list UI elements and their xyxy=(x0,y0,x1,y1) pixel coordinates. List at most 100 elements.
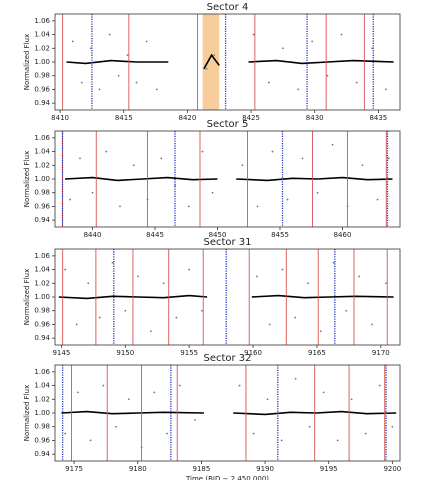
flux-point xyxy=(364,432,367,435)
x-tick-label: 8425 xyxy=(242,114,260,122)
flux-point xyxy=(194,418,196,421)
y-tick-label: 0.98 xyxy=(34,307,50,315)
x-tick-label: 9175 xyxy=(65,465,83,473)
y-tick-label: 0.96 xyxy=(34,436,50,444)
x-tick-label: 9165 xyxy=(308,349,326,357)
flux-point xyxy=(79,157,81,160)
flux-point xyxy=(69,198,71,201)
x-tick-label: 9155 xyxy=(180,349,198,357)
flux-point xyxy=(271,150,274,153)
y-tick-label: 1.02 xyxy=(34,395,50,403)
flux-point xyxy=(135,81,138,84)
flux-point xyxy=(378,384,381,387)
y-tick-label: 1.04 xyxy=(34,31,50,39)
y-tick-label: 1.04 xyxy=(34,382,50,390)
y-axis-label: Normalized Flux xyxy=(23,34,31,90)
panel-title: Sector 32 xyxy=(203,353,251,364)
flux-point xyxy=(145,40,148,43)
y-tick-label: 1.02 xyxy=(34,161,50,169)
flux-point xyxy=(155,88,158,91)
y-tick-label: 1.06 xyxy=(34,252,50,260)
axes-frame xyxy=(54,13,401,111)
flux-point xyxy=(297,88,300,91)
y-tick-label: 1.00 xyxy=(34,409,50,417)
x-tick-label: 8455 xyxy=(271,231,289,239)
panel: Sector 31 Normalized Flux 9145 9150 9155 9160… xyxy=(23,237,401,357)
flux-point xyxy=(307,282,309,285)
x-tick-label: 8450 xyxy=(209,231,227,239)
flux-point xyxy=(376,198,379,201)
x-tick-label: 9185 xyxy=(192,465,210,473)
flux-point xyxy=(286,198,289,201)
flux-point xyxy=(153,391,156,394)
y-axis-label: Normalized Flux xyxy=(23,151,31,207)
flux-point xyxy=(137,275,139,278)
y-axis-label: Normalized Flux xyxy=(23,269,31,325)
flux-point xyxy=(201,309,203,312)
y-tick-label: 0.96 xyxy=(34,320,50,328)
flux-point xyxy=(108,33,111,36)
y-tick-label: 0.94 xyxy=(34,450,50,458)
flux-point xyxy=(89,47,92,50)
x-tick-label: 9160 xyxy=(244,349,262,357)
flux-point xyxy=(178,384,181,387)
y-tick-label: 0.96 xyxy=(34,202,50,210)
flux-point xyxy=(316,191,319,194)
x-tick-label: 9195 xyxy=(320,465,338,473)
plot-area xyxy=(58,249,394,345)
x-tick-label: 9170 xyxy=(372,349,390,357)
binned-flux xyxy=(64,176,393,182)
y-tick-label: 1.04 xyxy=(34,148,50,156)
flux-point xyxy=(294,316,297,319)
plot-area xyxy=(62,14,394,110)
panel-title: Sector 5 xyxy=(207,119,249,130)
flux-point xyxy=(332,261,335,264)
flux-point xyxy=(98,316,101,319)
flux-point xyxy=(205,67,208,70)
flux-point xyxy=(345,309,348,312)
flux-point xyxy=(127,398,130,401)
x-tick-label: 9190 xyxy=(256,465,274,473)
x-tick-label: 8415 xyxy=(115,114,133,122)
flux-point xyxy=(252,432,255,435)
flux-point xyxy=(385,88,387,91)
flux-point xyxy=(268,323,271,326)
flux-point xyxy=(336,439,339,442)
x-tick-label: 9150 xyxy=(116,349,134,357)
flux-point xyxy=(350,398,353,401)
flux-point xyxy=(119,205,121,208)
flux-point xyxy=(126,54,129,57)
flux-point xyxy=(188,268,191,271)
flux-point xyxy=(294,377,297,380)
flux-point xyxy=(252,33,255,36)
flux-point xyxy=(71,40,74,43)
y-tick-label: 1.06 xyxy=(34,17,50,25)
flux-point xyxy=(387,157,390,160)
y-axis-label: Normalized Flux xyxy=(23,385,31,441)
panel: Sector 32 Normalized Flux Time (BJD − 2 45… xyxy=(23,353,401,480)
panel-title: Sector 31 xyxy=(203,237,251,248)
y-tick-label: 1.06 xyxy=(34,368,50,376)
flux-point xyxy=(370,323,373,326)
y-tick-label: 1.02 xyxy=(34,279,50,287)
flux-point xyxy=(77,391,79,394)
flux-point xyxy=(358,275,361,278)
flux-point xyxy=(280,439,283,442)
panel: Sector 5 Normalized Flux 8440 8445 8450 8455 8… xyxy=(23,119,401,239)
flux-point xyxy=(281,47,284,50)
shaded-region xyxy=(202,14,220,110)
y-tick-label: 1.00 xyxy=(34,58,50,66)
flux-point xyxy=(267,81,270,84)
y-tick-label: 1.00 xyxy=(34,293,50,301)
flux-point xyxy=(117,74,120,77)
flux-point xyxy=(385,282,387,285)
flux-point xyxy=(371,47,373,50)
x-tick-label: 8410 xyxy=(51,114,69,122)
flux-point xyxy=(166,432,168,435)
flux-point xyxy=(87,282,90,285)
binned-flux xyxy=(61,410,397,416)
x-tick-label: 8430 xyxy=(306,114,324,122)
flux-point xyxy=(98,88,101,91)
flux-point xyxy=(213,54,216,57)
flux-point xyxy=(308,425,311,428)
